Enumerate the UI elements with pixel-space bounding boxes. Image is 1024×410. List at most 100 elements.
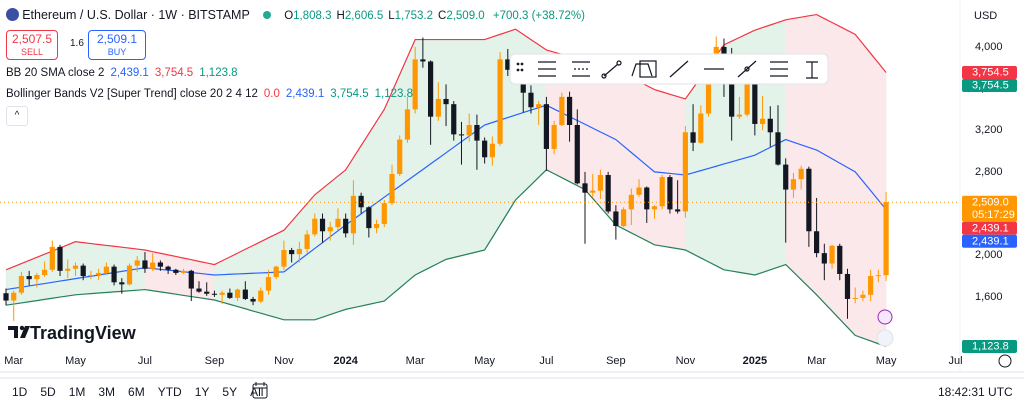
band-fill <box>638 81 648 242</box>
band-fill <box>831 22 841 320</box>
band-fill <box>28 256 38 303</box>
band-fill <box>654 89 663 247</box>
indicator-name: BB 20 SMA close 2 <box>6 67 105 79</box>
range-button[interactable]: 1M <box>68 385 86 399</box>
band-fill <box>306 194 316 321</box>
band-fill <box>229 252 238 307</box>
ohlc: O1,808.3 H2,606.5 L1,753.2 C2,509.0 <box>284 10 489 22</box>
candle-body <box>196 288 202 292</box>
candle-body <box>150 262 156 269</box>
candle-body <box>875 275 881 277</box>
drawing-toolbar <box>509 53 829 85</box>
candle-body <box>474 125 480 141</box>
band-fill <box>329 175 339 315</box>
price-tag-label: 2,439.1 <box>972 235 1009 247</box>
range-button[interactable]: 3M <box>98 385 116 399</box>
candle-body <box>350 195 356 234</box>
range-button[interactable]: All <box>250 385 264 399</box>
ohlc-key: O <box>284 10 294 22</box>
buy-price: 2,509.1 <box>96 32 138 46</box>
band-fill <box>160 252 169 294</box>
candle-body <box>420 59 426 62</box>
candle-body <box>466 125 472 136</box>
candle-body <box>126 265 133 285</box>
candle-body <box>698 113 704 143</box>
candle-body <box>528 92 534 108</box>
band-fill <box>453 39 462 258</box>
candle-body <box>682 132 688 212</box>
band-fill <box>661 91 671 248</box>
candle-body <box>783 164 789 190</box>
settings-icon[interactable] <box>998 354 1012 368</box>
candle-body <box>204 291 210 294</box>
ohlc-value: 1,808.3 <box>293 10 332 22</box>
band-fill <box>345 156 354 310</box>
candle-body <box>651 206 658 210</box>
candle-body <box>188 270 194 289</box>
range-button[interactable]: 1Y <box>194 385 210 399</box>
candle-body <box>235 289 241 298</box>
x-tick-label: Jul <box>949 355 963 367</box>
candle-body <box>621 209 627 227</box>
candle-body <box>72 265 79 269</box>
band-fill <box>152 251 161 293</box>
band-fill <box>322 181 331 318</box>
band-line <box>5 169 887 348</box>
x-tick-label: May <box>876 355 897 367</box>
candle-body <box>80 265 86 277</box>
price-tag <box>962 339 1017 353</box>
date-range-icon[interactable] <box>252 382 268 399</box>
axes-layer: 1,6002,0002,8003,2003,6004,000MarMayJulS… <box>4 41 1017 367</box>
candle-body <box>829 245 835 264</box>
range-button[interactable]: YTD <box>157 385 182 399</box>
price-tag-label: 3,754.5 <box>972 80 1009 92</box>
candle-body <box>242 289 248 299</box>
candle-body <box>675 209 681 212</box>
range-button[interactable]: 1D <box>12 385 28 399</box>
ohlc-key: H <box>336 10 345 22</box>
range-button[interactable]: 6M <box>128 385 145 399</box>
candle-body <box>736 114 742 117</box>
currency[interactable]: USD <box>974 10 998 22</box>
candle-body <box>883 202 889 276</box>
candle-body <box>319 218 326 232</box>
range-button[interactable]: 5Y <box>222 385 238 399</box>
ohlc-value: 2,509.0 <box>446 10 485 22</box>
candle-body <box>806 168 812 232</box>
candle-body <box>165 266 171 270</box>
candle-body <box>536 104 542 108</box>
price-tag <box>962 65 1017 79</box>
candle-body <box>551 125 557 149</box>
candle-body <box>157 262 163 267</box>
buy-button[interactable]: 2,509.1 BUY <box>88 30 146 60</box>
candle-body <box>520 78 526 93</box>
candle-body <box>590 190 596 193</box>
range-button[interactable]: 5D <box>40 385 56 399</box>
band-line <box>5 13 887 271</box>
candle-body <box>103 266 109 273</box>
candle-body <box>18 276 25 293</box>
candle-body <box>281 250 287 267</box>
collapse-button[interactable]: ^ <box>6 106 28 126</box>
band-fill <box>144 249 153 292</box>
candle-body <box>659 177 665 207</box>
candle-body <box>597 175 604 191</box>
candle-body <box>373 223 380 229</box>
candle-body <box>327 227 333 232</box>
x-tick-label: Mar <box>406 355 425 367</box>
x-tick-label: Mar <box>807 355 826 367</box>
indicator-value: 2,439.1 <box>285 88 325 100</box>
candle-body <box>613 211 619 227</box>
candle-body <box>705 78 712 114</box>
sell-button[interactable]: 2,507.5 SELL <box>6 30 58 60</box>
candle-body <box>296 248 302 255</box>
market-status <box>263 11 271 19</box>
candle-body <box>250 298 256 302</box>
candle-body <box>482 140 488 158</box>
logo-text: TradingView <box>30 323 136 343</box>
candle-body <box>767 118 773 133</box>
band-fill <box>669 93 678 249</box>
candle-body <box>844 273 851 299</box>
